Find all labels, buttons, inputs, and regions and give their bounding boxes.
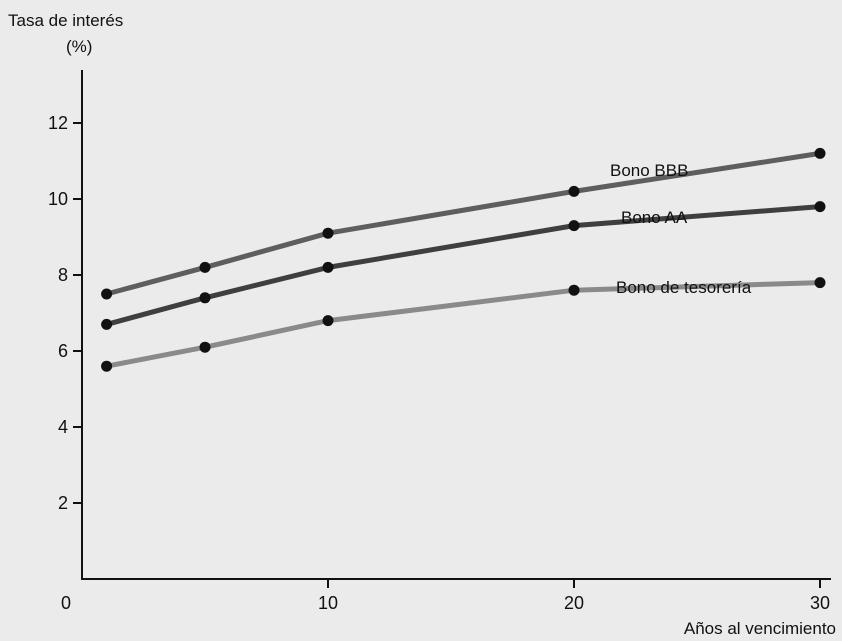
data-point [568,220,580,232]
data-point [322,227,334,239]
series-label-bono-de-tesoreria: Bono de tesorería [616,278,752,297]
x-tick-label: 10 [318,593,338,613]
x-tick-label: 20 [564,593,584,613]
y-axis-ticks: 2 4 6 8 10 12 [48,113,82,513]
y-axis-title-line1: Tasa de interés [8,11,123,30]
y-tick-label: 2 [58,493,68,513]
series-label-bono-bbb: Bono BBB [610,161,688,180]
data-point [814,147,826,159]
data-point [568,284,580,296]
data-point [322,315,334,327]
y-tick-label: 10 [48,189,68,209]
data-point [101,288,113,300]
data-point [199,292,211,304]
series-line [104,150,823,297]
x-axis-title: Años al vencimiento [684,619,836,638]
data-point [568,185,580,197]
data-point [814,201,826,213]
data-point [199,261,211,273]
data-point [101,360,113,372]
data-point [199,341,211,353]
data-point [322,261,334,273]
y-axis-title-line2: (%) [66,37,92,56]
series-lines [104,150,823,369]
data-point [101,318,113,330]
y-tick-label: 12 [48,113,68,133]
data-point [814,277,826,289]
x-axis-ticks: 0 10 20 30 [61,579,830,613]
series-label-bono-aa: Bono AA [621,208,688,227]
x-tick-label: 30 [810,593,830,613]
series-points [101,147,826,372]
y-tick-label: 4 [58,417,68,437]
y-tick-label: 8 [58,265,68,285]
x-tick-label: 0 [61,593,71,613]
y-tick-label: 6 [58,341,68,361]
